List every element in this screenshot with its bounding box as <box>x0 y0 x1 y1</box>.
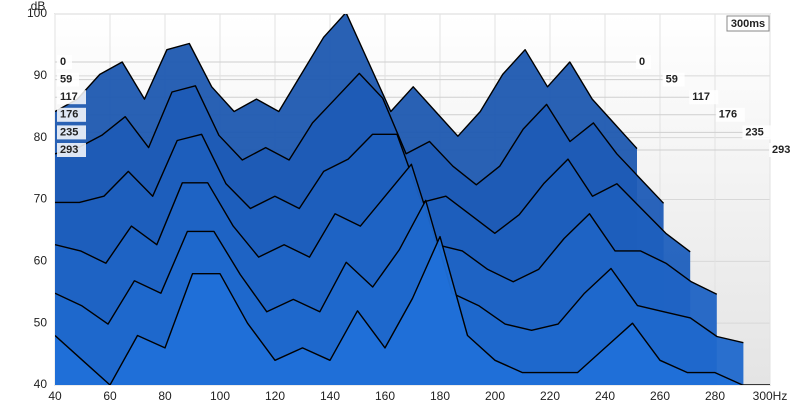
time-label-box <box>57 90 86 105</box>
slice-line <box>55 72 665 204</box>
time-label-box <box>57 107 86 122</box>
x-tick-label: 200 <box>485 389 505 403</box>
time-label-box <box>689 90 719 105</box>
x-tick-label: 280 <box>705 389 725 403</box>
slice-line <box>55 14 638 150</box>
x-tick-label: 240 <box>595 389 615 403</box>
time-label-box <box>57 72 79 87</box>
time-range-label: 300ms <box>731 18 765 30</box>
y-tick-label: 70 <box>34 192 48 206</box>
slice-fill <box>55 236 770 385</box>
time-range-box <box>726 15 770 32</box>
y-tick-label: 100 <box>27 6 47 20</box>
x-tick-label: 60 <box>103 389 117 403</box>
time-label-box <box>57 125 86 140</box>
x-tick-label: 80 <box>158 389 172 403</box>
time-label-box <box>769 143 798 157</box>
y-tick-label: 40 <box>34 377 48 391</box>
time-label-box <box>636 55 651 69</box>
slice-line <box>55 199 744 344</box>
time-label-right: 117 <box>692 91 710 103</box>
x-tick-label: 180 <box>430 389 450 403</box>
time-label-right: 235 <box>745 126 763 138</box>
y-unit: dB <box>31 0 46 13</box>
time-label-box <box>57 55 72 69</box>
slice-line <box>55 133 691 253</box>
time-label-left: 176 <box>60 109 78 121</box>
time-label-left: 117 <box>60 91 78 103</box>
x-tick-label: 120 <box>265 389 285 403</box>
time-label-box <box>662 72 685 87</box>
x-tick-label: 40 <box>48 389 62 403</box>
time-label-left: 235 <box>60 126 78 138</box>
time-label-box <box>715 107 745 122</box>
y-tick-label: 90 <box>34 68 48 82</box>
x-tick-label: 140 <box>320 389 340 403</box>
y-tick-label: 80 <box>34 130 48 144</box>
time-label-right: 59 <box>666 74 678 86</box>
slice-line <box>55 235 770 385</box>
x-tick-label: 220 <box>540 389 560 403</box>
time-label-left: 293 <box>60 144 78 156</box>
time-label-box <box>57 143 86 157</box>
x-tick-label: 100 <box>210 389 230 403</box>
time-label-box <box>742 125 772 140</box>
time-label-left: 59 <box>60 74 72 86</box>
slice-line <box>55 163 718 295</box>
x-tick-label: 260 <box>650 389 670 403</box>
y-tick-label: 60 <box>34 254 48 268</box>
y-tick-label: 50 <box>34 315 48 329</box>
time-label-right: 176 <box>719 109 737 121</box>
x-tick-label: 300Hz <box>753 389 788 403</box>
time-label-right: 0 <box>639 56 645 68</box>
time-label-left: 0 <box>60 56 66 68</box>
time-label-right: 293 <box>772 144 790 156</box>
x-tick-label: 160 <box>375 389 395 403</box>
